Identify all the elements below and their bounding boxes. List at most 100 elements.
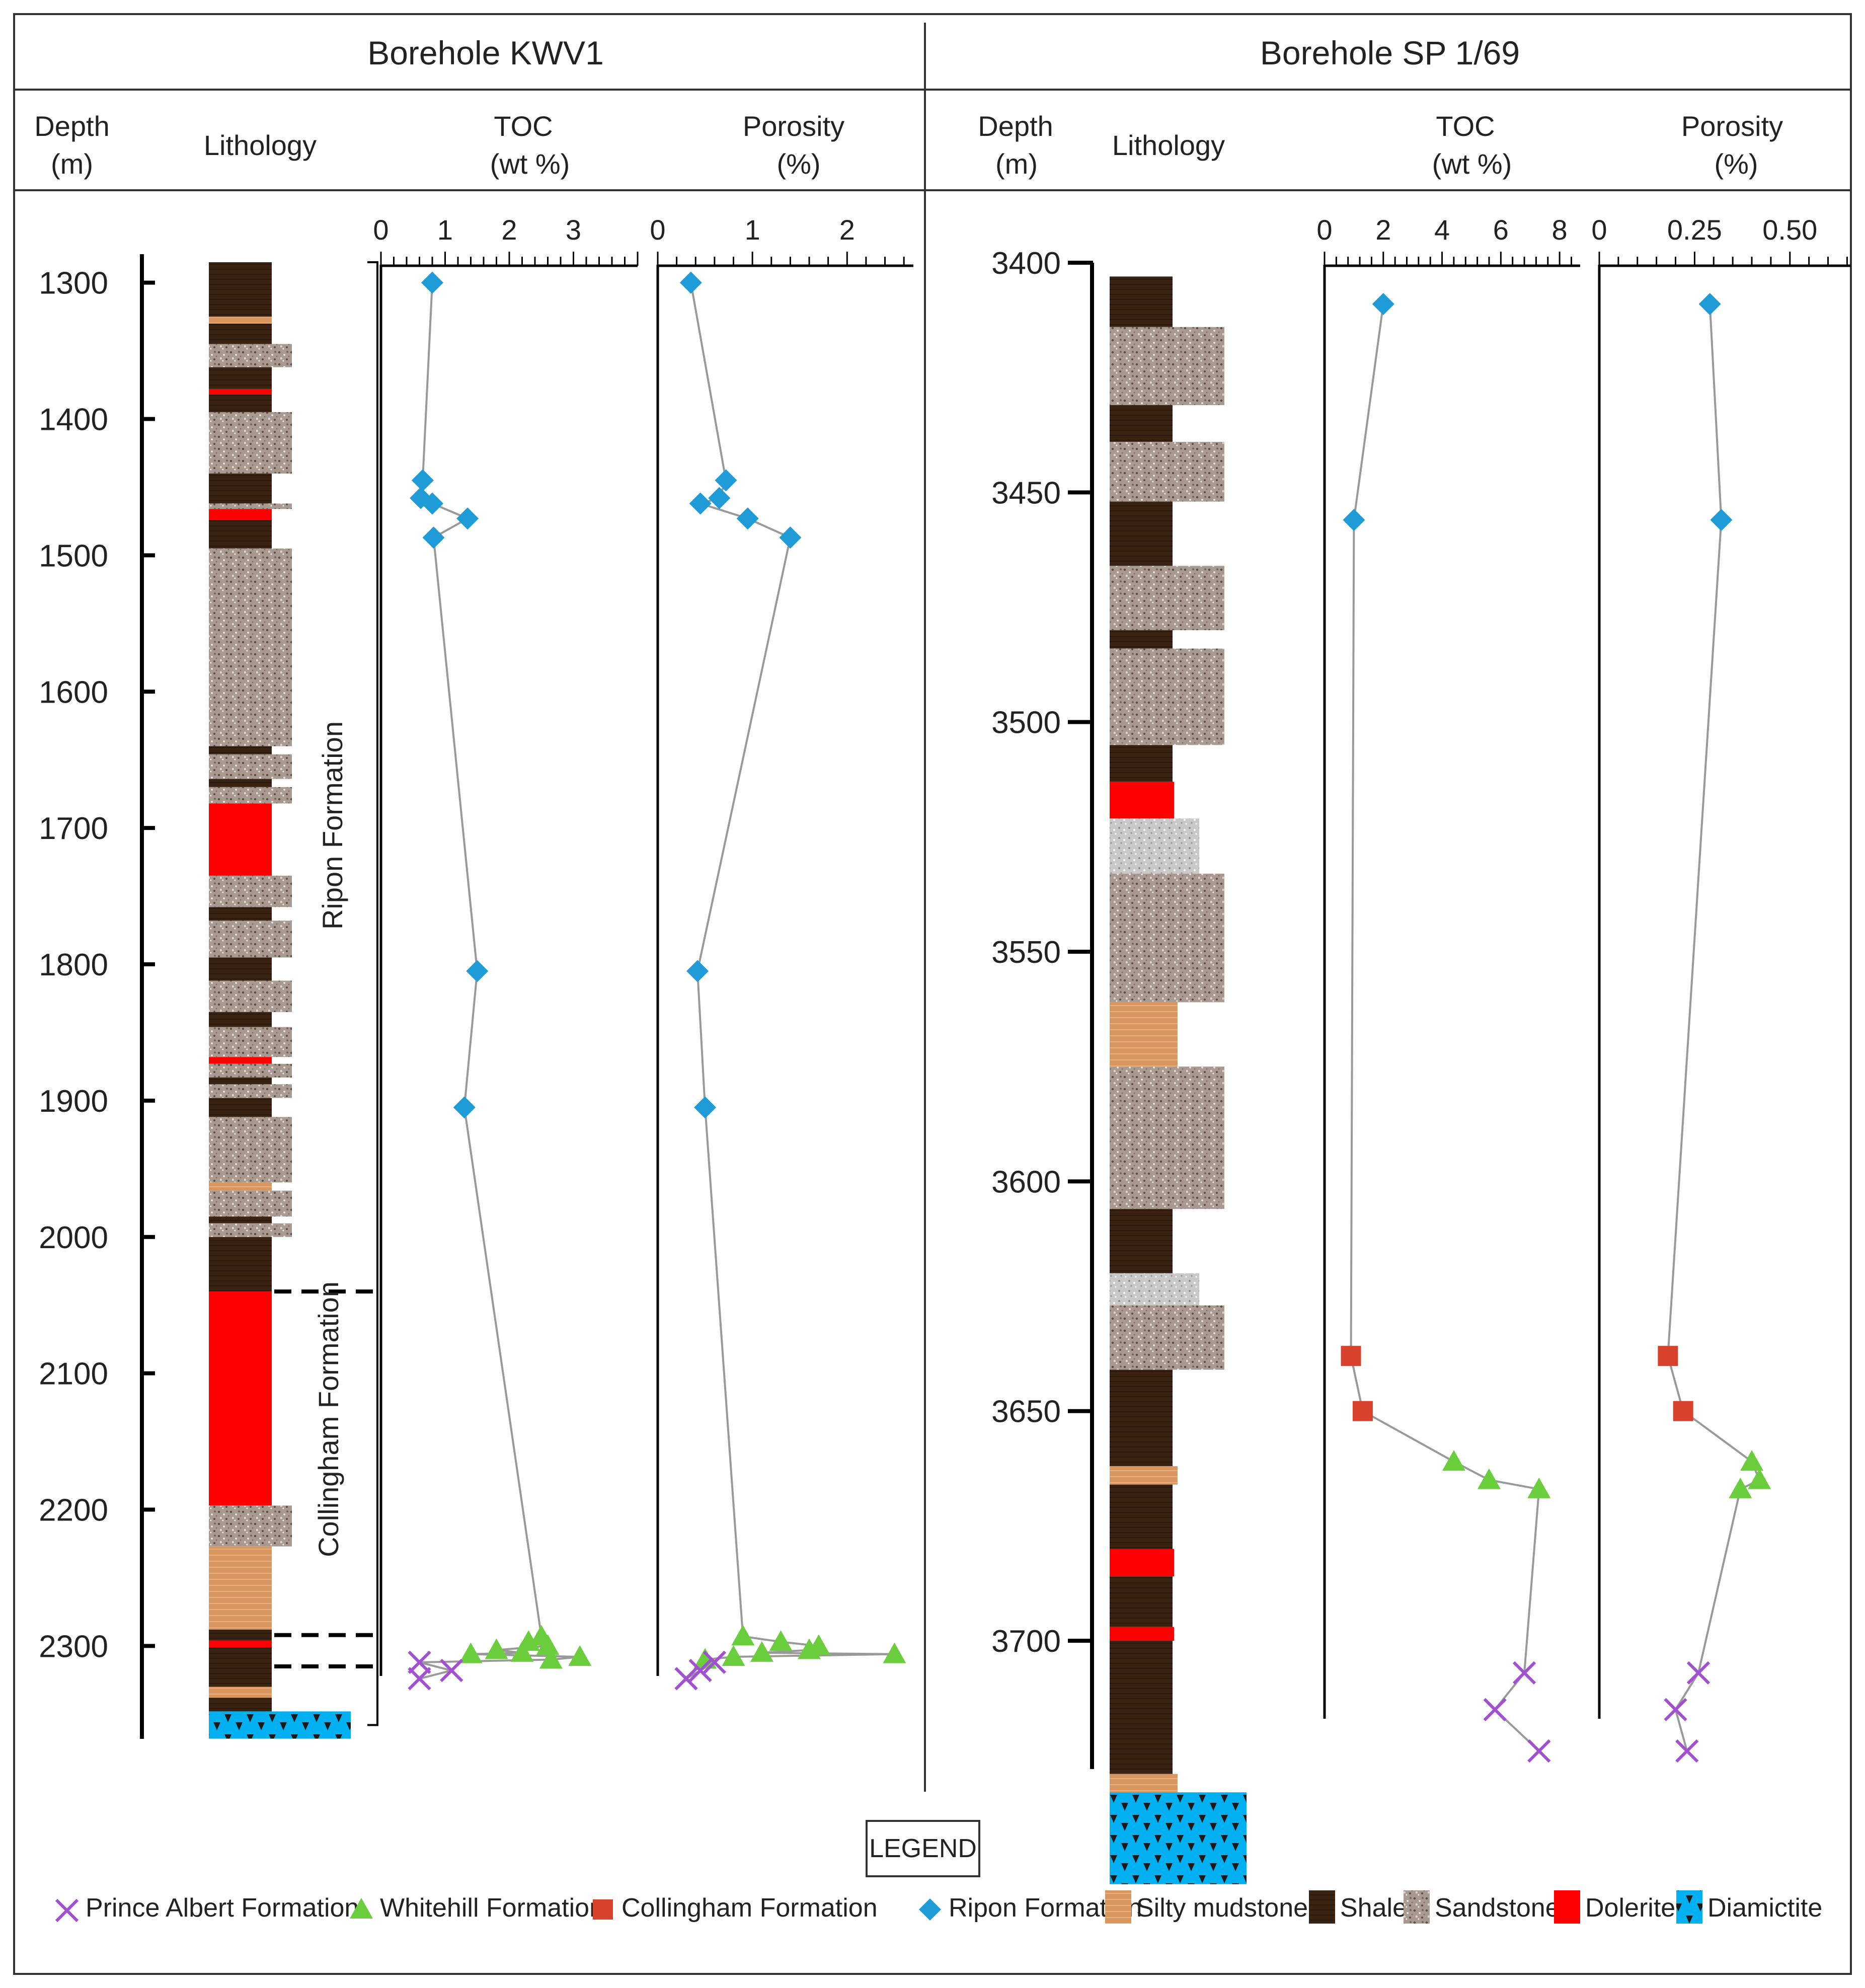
- lithology-shale: [209, 1098, 272, 1117]
- depth-tick-label: 3550: [991, 935, 1061, 970]
- lithology-sandstone: [209, 1063, 292, 1078]
- porosity-triangle-point: [722, 1645, 745, 1666]
- lithology-shale: [1110, 405, 1173, 442]
- sp169-porosity-unit: (%): [1714, 148, 1758, 180]
- depth-tick-label: 1400: [39, 403, 108, 437]
- porosity-triangle-point: [1729, 1477, 1752, 1498]
- lithology-shale: [209, 323, 272, 344]
- porosity-diamond-point: [1710, 509, 1733, 531]
- porosity-tick-label: 0.25: [1667, 214, 1722, 246]
- lithology-shale: [1110, 1484, 1173, 1549]
- sp169-title: Borehole SP 1/69: [1260, 34, 1520, 71]
- depth-tick-label: 2000: [39, 1220, 108, 1255]
- toc-diamond-point: [421, 271, 443, 294]
- lithology-shale: [1110, 276, 1173, 327]
- lithology-sandstone: [209, 921, 292, 958]
- toc-cross-point: [1512, 1661, 1536, 1685]
- kwv1-lithology-header: Lithology: [204, 129, 317, 161]
- toc-diamond-point: [456, 507, 479, 530]
- lithology-dolerite: [209, 389, 272, 395]
- toc-triangle-point: [536, 1634, 560, 1655]
- toc-triangle-point: [568, 1645, 592, 1666]
- legend-label-shale: Shale: [1340, 1893, 1407, 1923]
- lithology-shale: [1110, 501, 1173, 566]
- legend-label-sandstone: Sandstone: [1435, 1893, 1560, 1923]
- lithology-shale: [1110, 1209, 1173, 1273]
- sandstone-swatch: [1404, 1890, 1430, 1924]
- lithology-sandstone: [209, 980, 292, 1012]
- toc-diamond-point: [466, 960, 489, 982]
- toc-square-point: [1352, 1401, 1373, 1421]
- sp169-depth-header: Depth: [978, 110, 1053, 142]
- porosity-cross-point: [1664, 1698, 1687, 1722]
- toc-cross-point: [440, 1659, 463, 1683]
- lithology-dolerite: [1110, 1549, 1174, 1577]
- legend: Prince Albert Formation Whitehill Formati…: [55, 1890, 1822, 1924]
- diamictite-swatch: [1676, 1890, 1702, 1924]
- depth-tick-label: 1500: [39, 539, 108, 573]
- depth-tick-label: 1300: [39, 266, 108, 301]
- toc-triangle-point: [539, 1648, 563, 1669]
- kwv1-toc-header: TOC: [494, 110, 553, 142]
- lithology-shale: [209, 1698, 272, 1712]
- porosity-triangle-point: [798, 1638, 821, 1659]
- porosity-triangle-point: [1740, 1450, 1764, 1471]
- toc-diamond-point: [1372, 293, 1394, 316]
- porosity-triangle-point: [883, 1642, 906, 1663]
- porosity-profile-line: [1667, 304, 1761, 1751]
- square-marker-icon: [593, 1899, 613, 1920]
- lithology-shale: [209, 1647, 272, 1687]
- toc-triangle-point: [485, 1638, 508, 1659]
- porosity-diamond-point: [679, 271, 702, 294]
- lithology-shale: [1110, 630, 1173, 649]
- porosity-cross-point: [688, 1659, 712, 1683]
- lithology-shale: [209, 746, 272, 754]
- lithology-sandstone: [209, 548, 292, 746]
- lithology-silty-mudstone: [209, 1182, 272, 1191]
- kwv1-depth-header: Depth: [34, 110, 109, 142]
- lithology-dolerite: [209, 803, 272, 876]
- kwv1-toc-unit: (wt %): [490, 148, 570, 180]
- porosity-triangle-point: [731, 1625, 755, 1646]
- toc-cross-point: [1483, 1698, 1507, 1722]
- toc-tick-label: 3: [566, 214, 581, 246]
- porosity-diamond-point: [689, 492, 712, 515]
- sp169-toc-header: TOC: [1436, 110, 1495, 142]
- lithology-shale: [209, 262, 272, 317]
- legend-label-dolerite: Dolerite: [1585, 1893, 1675, 1923]
- collingham-formation-label: Collingham Formation: [313, 1281, 344, 1557]
- lithology-sandstone: [209, 1084, 292, 1098]
- porosity-triangle-point: [693, 1648, 717, 1669]
- depth-tick-label: 3400: [991, 246, 1061, 281]
- lithology-shale: [209, 957, 272, 981]
- lithology-sandstone: [209, 503, 292, 509]
- toc-cross-point: [408, 1667, 431, 1691]
- porosity-tick-label: 1: [745, 214, 760, 246]
- lithology-silty-mudstone: [209, 1687, 272, 1698]
- kwv1-chart: 1300140015001600170018001900200021002200…: [39, 214, 913, 1739]
- toc-diamond-point: [1343, 509, 1365, 531]
- lithology-shale: [209, 1077, 272, 1085]
- porosity-tick-label: 0.50: [1762, 214, 1817, 246]
- porosity-cross-point: [1675, 1739, 1699, 1763]
- depth-tick-label: 1700: [39, 811, 108, 846]
- porosity-diamond-point: [1698, 293, 1721, 316]
- lithology-dolerite: [209, 1057, 272, 1064]
- toc-diamond-point: [453, 1096, 476, 1119]
- lithology-shale: [1110, 1576, 1173, 1627]
- kwv1-depth-unit: (m): [51, 148, 93, 180]
- x-marker-icon: [55, 1898, 79, 1923]
- porosity-diamond-point: [686, 960, 709, 982]
- sp169-depth-unit: (m): [995, 148, 1038, 180]
- porosity-cross-point: [1686, 1661, 1711, 1685]
- toc-tick-label: 8: [1552, 214, 1568, 246]
- toc-diamond-point: [421, 492, 443, 515]
- lithology-shale: [209, 367, 272, 389]
- porosity-diamond-point: [736, 507, 759, 530]
- toc-profile-line: [419, 282, 580, 1680]
- lithology-sandstone: [1110, 1066, 1224, 1209]
- lithology-sandstone: [1110, 648, 1224, 745]
- toc-triangle-point: [459, 1642, 483, 1663]
